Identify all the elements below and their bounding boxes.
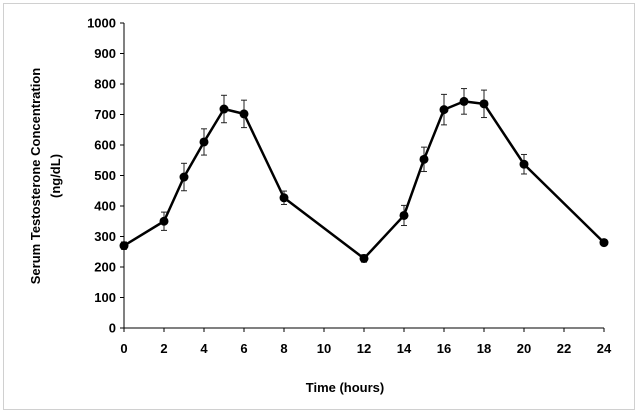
series-line (123, 100, 605, 260)
axes (120, 22, 605, 332)
y-tick-label: 100 (94, 290, 116, 305)
y-axis-title-line-2: (ng/dL) (48, 154, 63, 198)
data-point (179, 172, 189, 182)
y-tick-label: 400 (94, 199, 116, 214)
x-tick-label: 16 (437, 341, 451, 356)
y-tick-label: 300 (94, 229, 116, 244)
x-tick-label: 6 (240, 341, 247, 356)
data-point (439, 105, 449, 115)
x-tick-label: 2 (160, 341, 167, 356)
x-tick-label: 14 (397, 341, 412, 356)
x-tick-label: 4 (200, 341, 208, 356)
y-axis-title-line-1: Serum Testosterone Concentration (28, 68, 43, 285)
x-tick-label: 0 (120, 341, 127, 356)
y-tick-label: 1000 (87, 16, 116, 31)
y-tick-label: 0 (109, 321, 116, 336)
y-tick-label: 900 (94, 46, 116, 61)
x-tick-label: 18 (477, 341, 491, 356)
data-point (159, 216, 169, 226)
x-tick-label: 8 (280, 341, 287, 356)
y-tick-label: 600 (94, 138, 116, 153)
data-point (199, 137, 209, 147)
x-tick-label: 22 (557, 341, 571, 356)
x-tick-label: 24 (597, 341, 612, 356)
data-point (119, 241, 129, 251)
data-point (219, 104, 229, 114)
data-point (459, 96, 469, 106)
data-point (419, 154, 429, 164)
x-tick-label: 10 (317, 341, 331, 356)
y-tick-label: 500 (94, 168, 116, 183)
chart-frame (3, 3, 635, 410)
data-point (599, 238, 609, 248)
data-point (519, 159, 529, 169)
data-point (359, 253, 369, 263)
y-tick-label: 800 (94, 77, 116, 92)
data-point (399, 210, 409, 220)
x-tick-label: 12 (357, 341, 371, 356)
data-point (479, 99, 489, 109)
data-marks (119, 88, 609, 263)
x-tick-label: 20 (517, 341, 531, 356)
data-point (279, 193, 289, 203)
x-axis-title: Time (hours) (306, 380, 385, 395)
data-point (239, 109, 249, 119)
y-tick-label: 700 (94, 107, 116, 122)
y-tick-label: 200 (94, 260, 116, 275)
